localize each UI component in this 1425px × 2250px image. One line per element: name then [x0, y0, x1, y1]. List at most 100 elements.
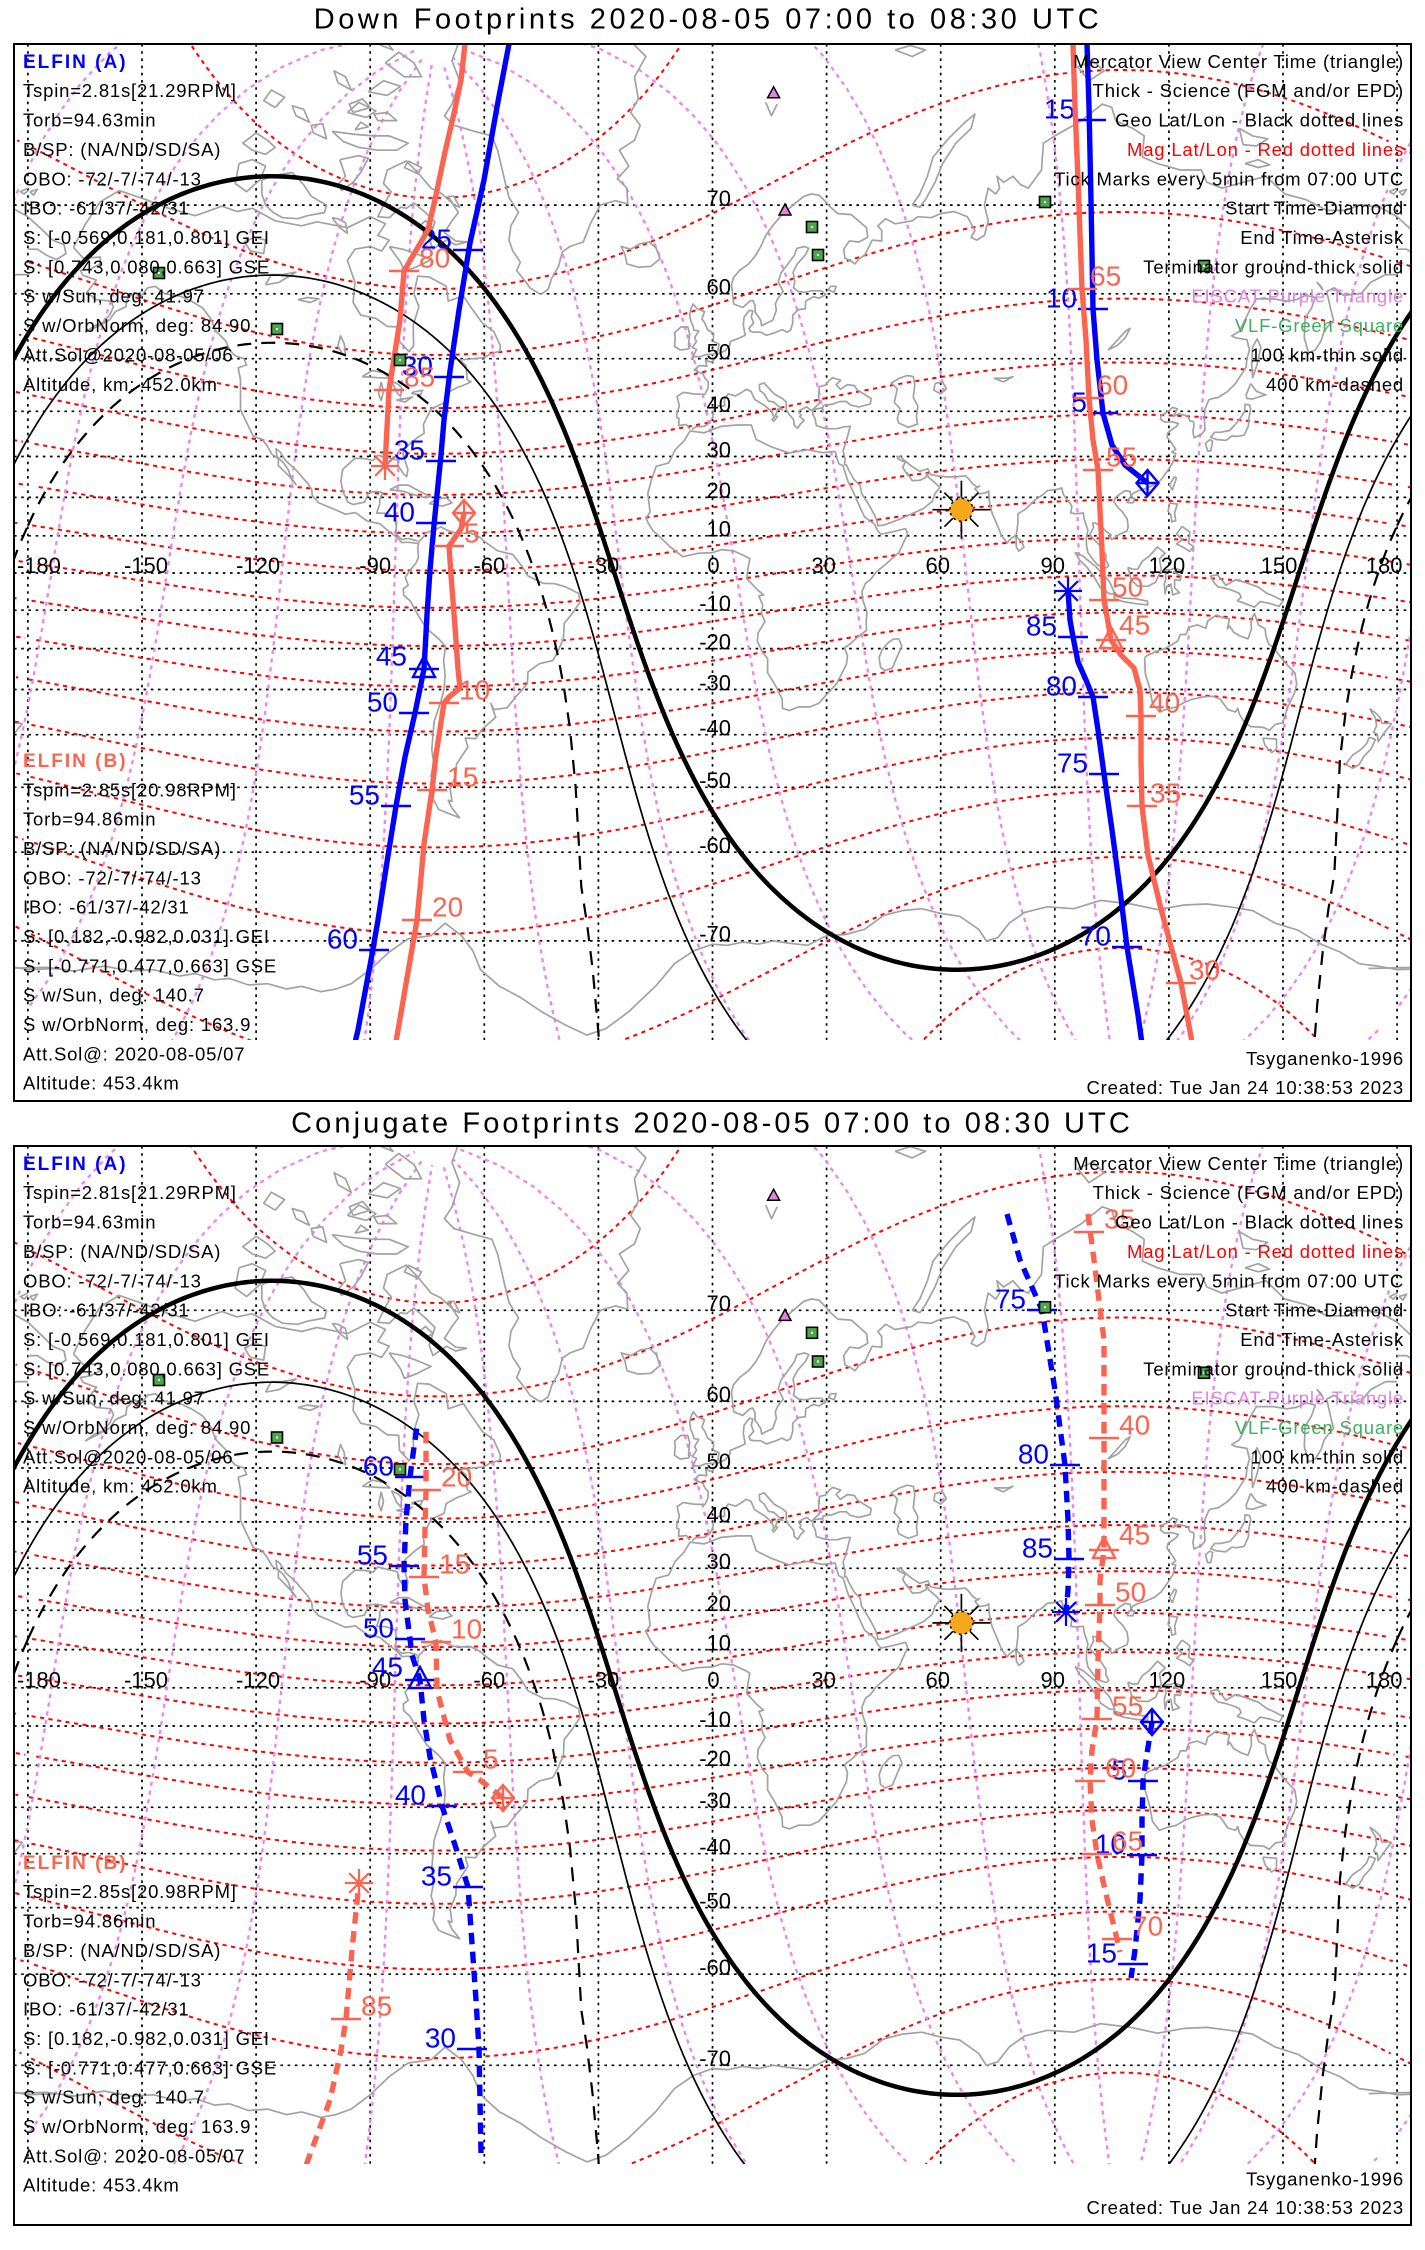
svg-text:35: 35	[394, 434, 425, 465]
svg-text:Mercator View Center Time (tri: Mercator View Center Time (triangle)	[1073, 51, 1404, 72]
svg-text:5: 5	[1071, 386, 1087, 417]
svg-text:50: 50	[1112, 571, 1143, 602]
svg-text:End Time-Asterisk: End Time-Asterisk	[1240, 1329, 1404, 1350]
svg-text:400 km-dashed: 400 km-dashed	[1266, 374, 1404, 395]
svg-text:-60: -60	[473, 1668, 505, 1693]
svg-text:Altitude, km: 452.0km: Altitude, km: 452.0km	[23, 1476, 218, 1497]
svg-text:10: 10	[451, 1613, 482, 1644]
svg-text:-150: -150	[124, 1668, 168, 1693]
svg-text:-70: -70	[699, 2046, 731, 2071]
svg-text:35: 35	[1104, 1203, 1135, 1234]
svg-text:60: 60	[1105, 1752, 1136, 1783]
svg-text:Conjugate Footprints 2020-08-0: Conjugate Footprints 2020-08-05 07:00 to…	[291, 1108, 1133, 1140]
svg-text:-60: -60	[699, 1955, 731, 1980]
svg-text:Att.Sol@: 2020-08-05/07: Att.Sol@: 2020-08-05/07	[23, 1043, 245, 1064]
svg-text:15: 15	[439, 1548, 470, 1579]
svg-text:S: [0.743,0.080,0.663] GSE: S: [0.743,0.080,0.663] GSE	[23, 1358, 270, 1379]
svg-text:S: [-0.771,0.477,0.663] GSE: S: [-0.771,0.477,0.663] GSE	[23, 2057, 277, 2078]
svg-text:60: 60	[327, 923, 358, 954]
svg-text:Mag Lat/Lon - Red dotted lines: Mag Lat/Lon - Red dotted lines	[1127, 1241, 1404, 1262]
svg-text:40: 40	[707, 1503, 731, 1528]
svg-text:70: 70	[707, 1291, 731, 1316]
svg-text:40: 40	[707, 392, 731, 417]
svg-text:30: 30	[707, 1549, 731, 1574]
svg-text:50: 50	[367, 686, 398, 717]
svg-text:55: 55	[357, 1539, 388, 1570]
svg-text:Mag Lat/Lon - Red dotted lines: Mag Lat/Lon - Red dotted lines	[1127, 139, 1404, 160]
svg-text:ELFIN (B): ELFIN (B)	[23, 1853, 128, 1874]
svg-text:30: 30	[402, 350, 433, 381]
svg-text:30: 30	[425, 2022, 456, 2053]
svg-text:5: 5	[464, 517, 480, 548]
svg-text:45: 45	[372, 1651, 403, 1682]
svg-text:30: 30	[811, 1668, 835, 1693]
svg-text:Tspin=2.81s[21.29RPM]: Tspin=2.81s[21.29RPM]	[23, 1182, 237, 1203]
svg-text:90: 90	[1041, 1668, 1065, 1693]
svg-text:Down Footprints 2020-08-05 07:: Down Footprints 2020-08-05 07:00 to 08:3…	[314, 4, 1102, 36]
svg-text:S w/Sun, deg: 41.97: S w/Sun, deg: 41.97	[23, 286, 205, 307]
svg-text:85: 85	[404, 361, 435, 392]
svg-text:Tsyganenko-1996: Tsyganenko-1996	[1246, 2168, 1404, 2189]
svg-text:45: 45	[1119, 609, 1150, 640]
svg-text:Thick - Science (FGM and/or EP: Thick - Science (FGM and/or EPD)	[1093, 80, 1404, 101]
svg-text:-180: -180	[17, 1668, 61, 1693]
svg-text:100 km-thin solid: 100 km-thin solid	[1251, 344, 1404, 365]
svg-text:IBO: -61/37/-42/31: IBO: -61/37/-42/31	[23, 897, 190, 918]
svg-text:80: 80	[419, 242, 450, 273]
svg-text:ELFIN (A): ELFIN (A)	[23, 52, 128, 73]
svg-text:65: 65	[1090, 260, 1121, 291]
svg-text:20: 20	[432, 891, 463, 922]
svg-text:-120: -120	[236, 553, 280, 578]
svg-text:15: 15	[1044, 93, 1075, 124]
svg-text:55: 55	[349, 779, 380, 810]
svg-text:S w/Sun, deg: 140.7: S w/Sun, deg: 140.7	[23, 2087, 205, 2108]
svg-text:50: 50	[707, 340, 731, 365]
svg-text:Altitude, km: 452.0km: Altitude, km: 452.0km	[23, 374, 218, 395]
svg-text:400 km-dashed: 400 km-dashed	[1266, 1476, 1404, 1497]
svg-text:70: 70	[707, 186, 731, 211]
svg-text:180: 180	[1366, 1668, 1403, 1693]
svg-text:60: 60	[1097, 369, 1128, 400]
svg-text:-90: -90	[359, 553, 391, 578]
svg-text:120: 120	[1149, 1668, 1186, 1693]
svg-text:-30: -30	[699, 1788, 731, 1813]
svg-text:Mercator View Center Time (tri: Mercator View Center Time (triangle)	[1073, 1153, 1404, 1174]
svg-text:OBO: -72/-7/-74/-13: OBO: -72/-7/-74/-13	[23, 1969, 202, 1990]
svg-text:-180: -180	[17, 553, 61, 578]
svg-text:Torb=94.63min: Torb=94.63min	[23, 110, 156, 131]
svg-text:40: 40	[1119, 1409, 1150, 1440]
svg-text:-120: -120	[236, 1668, 280, 1693]
svg-text:5: 5	[483, 1743, 499, 1774]
svg-text:Torb=94.86min: Torb=94.86min	[23, 1911, 156, 1932]
svg-text:-50: -50	[699, 768, 731, 793]
svg-text:Tspin=2.85s[20.98RPM]: Tspin=2.85s[20.98RPM]	[23, 779, 237, 800]
svg-text:S: [-0.771,0.477,0.663] GSE: S: [-0.771,0.477,0.663] GSE	[23, 955, 277, 976]
svg-text:0: 0	[707, 553, 719, 578]
svg-text:Altitude: 453.4km: Altitude: 453.4km	[23, 2175, 180, 2196]
svg-text:120: 120	[1149, 553, 1186, 578]
svg-text:Start Time-Diamond: Start Time-Diamond	[1225, 1300, 1404, 1321]
svg-text:-10: -10	[699, 1707, 731, 1732]
svg-text:35: 35	[421, 1860, 452, 1891]
svg-text:180: 180	[1366, 553, 1403, 578]
svg-text:10: 10	[1046, 282, 1077, 313]
svg-text:40: 40	[1149, 687, 1180, 718]
svg-text:Geo Lat/Lon - Black dotted lin: Geo Lat/Lon - Black dotted lines	[1115, 110, 1404, 131]
svg-text:45: 45	[1119, 1519, 1150, 1550]
svg-text:Torb=94.63min: Torb=94.63min	[23, 1212, 156, 1233]
svg-text:ELFIN (B): ELFIN (B)	[23, 751, 128, 772]
svg-text:Tsyganenko-1996: Tsyganenko-1996	[1246, 1048, 1404, 1069]
svg-text:S w/OrbNorm, deg: 84.90: S w/OrbNorm, deg: 84.90	[23, 315, 251, 336]
svg-text:OBO: -72/-7/-74/-13: OBO: -72/-7/-74/-13	[23, 168, 202, 189]
svg-text:40: 40	[395, 1779, 426, 1810]
svg-text:B/SP: (NA/ND/SD/SA): B/SP: (NA/ND/SD/SA)	[23, 139, 221, 160]
svg-text:150: 150	[1261, 553, 1298, 578]
svg-text:30: 30	[707, 437, 731, 462]
svg-text:S: [0.182,-0.982,0.031] GEI: S: [0.182,-0.982,0.031] GEI	[23, 926, 270, 947]
svg-text:S w/OrbNorm, deg: 84.90: S w/OrbNorm, deg: 84.90	[23, 1417, 251, 1438]
svg-text:-60: -60	[473, 553, 505, 578]
svg-text:-20: -20	[699, 629, 731, 654]
svg-text:75: 75	[1057, 747, 1088, 778]
svg-text:100 km-thin solid: 100 km-thin solid	[1251, 1446, 1404, 1467]
svg-text:Att.Sol@2020-08-05/06: Att.Sol@2020-08-05/06	[23, 1446, 233, 1467]
